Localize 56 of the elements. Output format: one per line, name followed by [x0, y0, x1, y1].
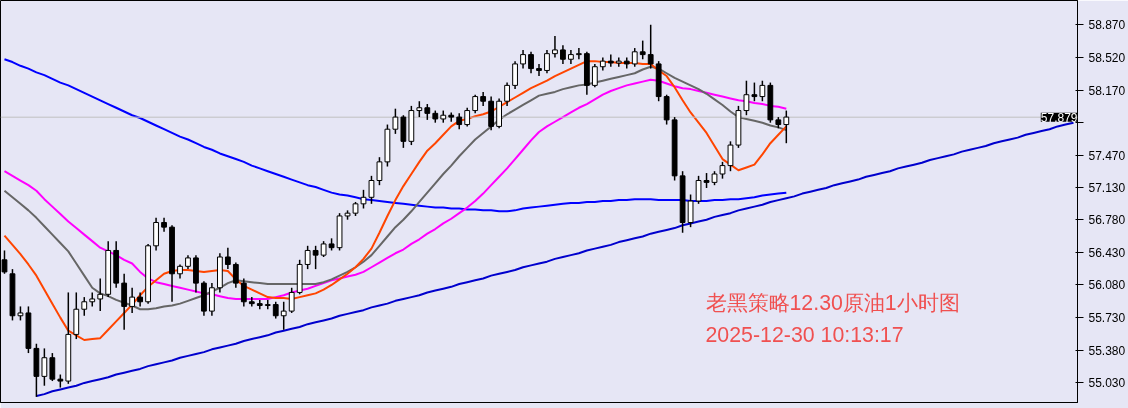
- candlestick: [504, 81, 510, 107]
- candlestick: [544, 49, 550, 74]
- candlestick: [288, 287, 295, 314]
- candlestick: [727, 140, 734, 172]
- y-tick-label: 58.870: [1088, 18, 1126, 33]
- candlestick: [392, 107, 399, 135]
- candlestick: [631, 47, 638, 68]
- candlestick: [687, 193, 694, 228]
- y-tick-label: 58.170: [1088, 83, 1126, 98]
- candlestick: [536, 63, 542, 77]
- candlestick: [232, 261, 239, 289]
- candlestick: [560, 44, 566, 65]
- candlestick: [576, 47, 582, 61]
- candlestick: [639, 39, 646, 61]
- y-tick-label: 56.780: [1088, 213, 1126, 228]
- candlestick: [783, 109, 790, 144]
- candlestick: [360, 189, 367, 210]
- candlestick: [304, 245, 311, 270]
- candlestick: [121, 273, 128, 331]
- candlestick: [153, 217, 159, 252]
- candlestick: [209, 282, 215, 317]
- y-tick-label: 55.730: [1088, 311, 1126, 326]
- candlestick: [552, 35, 558, 59]
- y-tick-label: 57.470: [1088, 148, 1126, 163]
- candlestick: [528, 51, 534, 74]
- candlestick: [224, 246, 231, 270]
- y-tick-label: 55.030: [1088, 376, 1126, 391]
- candlestick: [97, 277, 104, 312]
- candlestick: [448, 111, 455, 123]
- y-tick-label: 55.380: [1088, 343, 1126, 358]
- y-tick-label: 57.130: [1088, 180, 1126, 195]
- candlestick: [240, 277, 247, 308]
- candlestick: [663, 93, 670, 126]
- candlestick: [759, 79, 766, 102]
- candlestick: [512, 60, 518, 90]
- candlestick: [751, 81, 758, 102]
- candlestick: [520, 49, 526, 70]
- y-tick-label: 58.520: [1088, 50, 1126, 65]
- ref-line-label: 57.879: [1040, 110, 1078, 125]
- candlestick: [472, 93, 479, 115]
- candlestick: [464, 107, 471, 128]
- annotation: 2025-12-30 10:13:17: [705, 322, 904, 347]
- candlestick: [41, 347, 48, 387]
- annotation: 老黑策略12.30原油1小时图: [705, 290, 960, 315]
- candlestick: [81, 296, 88, 317]
- candlestick: [89, 291, 96, 308]
- candlestick: [312, 245, 319, 270]
- y-tick-label: 56.080: [1088, 278, 1126, 293]
- candlestick: [647, 24, 654, 70]
- candlestick: [264, 299, 271, 310]
- candlestick: [49, 352, 56, 382]
- candlestick: [743, 79, 750, 116]
- y-tick-label: 56.430: [1088, 245, 1126, 260]
- candlestick: [129, 287, 136, 314]
- candlestick: [591, 63, 598, 88]
- candlestick: [280, 301, 287, 331]
